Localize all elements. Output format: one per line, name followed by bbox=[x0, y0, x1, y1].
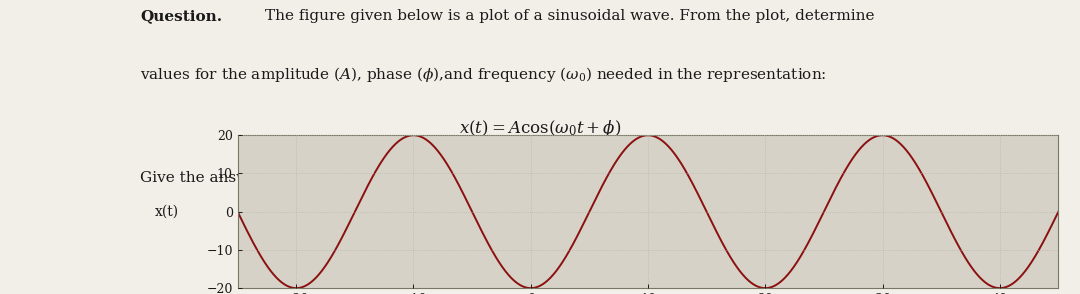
Text: Question.: Question. bbox=[140, 9, 222, 23]
Text: $x(t) = A\cos(\omega_0 t + \phi)$: $x(t) = A\cos(\omega_0 t + \phi)$ bbox=[459, 118, 621, 138]
Text: Give the answer as numerical values, including the units where applicable.: Give the answer as numerical values, inc… bbox=[140, 171, 721, 185]
Y-axis label: x(t): x(t) bbox=[156, 205, 179, 219]
Text: The figure given below is a plot of a sinusoidal wave. From the plot, determine: The figure given below is a plot of a si… bbox=[265, 9, 874, 23]
Text: values for the amplitude ($A$), phase ($\phi$),and frequency ($\omega_0$) needed: values for the amplitude ($A$), phase ($… bbox=[140, 65, 827, 84]
